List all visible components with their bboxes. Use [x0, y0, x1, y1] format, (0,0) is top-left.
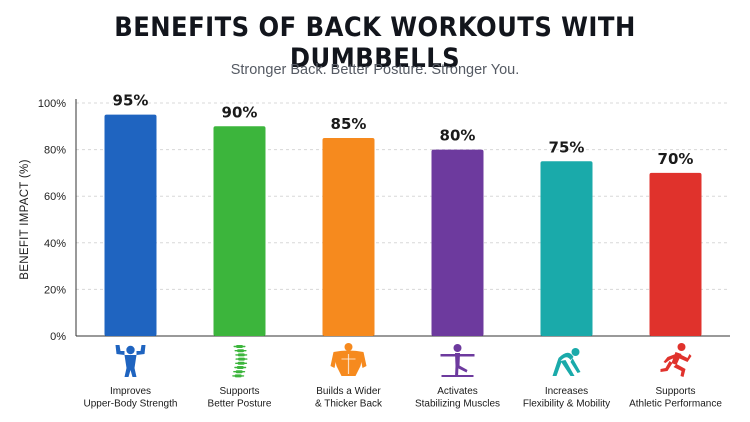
x-category-label: & Thicker Back — [315, 399, 383, 410]
bar — [649, 172, 702, 336]
flexing-bodybuilder-icon — [115, 345, 146, 377]
x-category-label: Upper-Body Strength — [84, 399, 178, 410]
x-axis-labels: Improves Upper-Body Strength Supports Bette… — [84, 386, 723, 410]
bar — [540, 161, 593, 336]
bar-value-label: 95% — [113, 92, 149, 110]
bar-value-label: 85% — [331, 115, 367, 133]
chart-subtitle: Stronger Back. Better Posture. Stronger … — [230, 62, 520, 78]
x-category-label: Increases — [545, 386, 588, 397]
bar-value-label: 80% — [440, 127, 476, 145]
y-tick-label: 100% — [38, 98, 66, 110]
y-tick-label: 20% — [44, 284, 66, 296]
y-tick-label: 80% — [44, 145, 66, 157]
bar-value-label: 70% — [658, 150, 694, 168]
muscular-torso-icon — [330, 343, 367, 376]
bar — [322, 137, 375, 336]
bar — [431, 149, 484, 336]
y-tick-label: 40% — [44, 238, 66, 250]
y-tick-label: 60% — [44, 191, 66, 203]
x-category-label: Activates — [437, 386, 478, 397]
bar — [213, 126, 266, 336]
x-category-label: Builds a Wider — [316, 386, 381, 397]
x-category-label: Athletic Performance — [629, 399, 722, 410]
x-category-label: Improves — [110, 386, 151, 397]
x-category-label: Stabilizing Muscles — [415, 399, 500, 410]
bar — [104, 114, 157, 337]
balance-pose-icon — [440, 344, 475, 377]
spine-icon — [232, 345, 248, 378]
bars — [104, 114, 702, 337]
bar-value-label: 90% — [222, 103, 258, 121]
value-labels: 95% 90% 85% 80% 75% 70% — [113, 92, 694, 168]
y-axis-title: BENEFIT IMPACT (%) — [19, 159, 31, 279]
y-axis: 0% 20% 40% 60% 80% 100% BENEFIT IMPACT (%) — [19, 98, 730, 343]
x-category-label: Flexibility & Mobility — [523, 399, 610, 410]
x-category-label: Better Posture — [208, 399, 272, 410]
y-tick-label: 0% — [50, 331, 66, 343]
stretching-person-icon — [552, 348, 581, 376]
gridlines — [76, 102, 730, 290]
x-category-label: Supports — [655, 386, 695, 397]
category-icons — [115, 343, 692, 378]
bar-value-label: 75% — [549, 138, 585, 156]
x-category-label: Supports — [219, 386, 259, 397]
sprinting-runner-icon — [660, 343, 692, 377]
chart-title: BENEFITS OF BACK WORKOUTS WITH DUMBBELLS — [114, 12, 636, 74]
